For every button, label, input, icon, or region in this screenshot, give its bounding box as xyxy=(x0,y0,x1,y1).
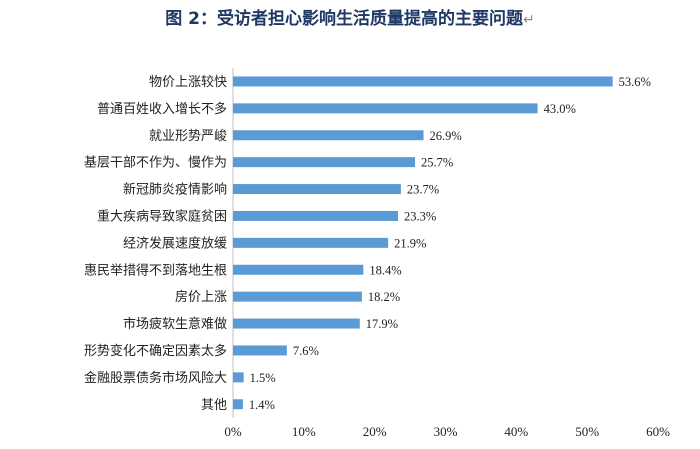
bar xyxy=(233,237,389,248)
data-label: 26.9% xyxy=(430,129,462,143)
x-tick-label: 30% xyxy=(434,424,458,439)
category-label: 经济发展速度放缓 xyxy=(123,235,227,251)
data-label: 53.6% xyxy=(619,75,651,89)
category-label: 重大疾病导致家庭贫困 xyxy=(97,208,227,224)
bar xyxy=(233,318,360,329)
data-label: 17.9% xyxy=(366,317,398,331)
category-label: 惠民举措得不到落地生根 xyxy=(84,262,227,278)
data-label: 18.4% xyxy=(369,263,401,277)
data-label: 1.4% xyxy=(249,398,275,412)
chart-title: 图 2：受访者担心影响生活质量提高的主要问题↵ xyxy=(0,4,700,29)
bar xyxy=(233,157,416,168)
bar xyxy=(233,210,399,221)
category-label: 物价上涨较快 xyxy=(149,75,227,90)
category-label: 金融股票债务市场风险大 xyxy=(84,370,227,386)
data-label: 43.0% xyxy=(544,102,576,116)
bar xyxy=(233,130,424,141)
category-label: 市场疲软生意难做 xyxy=(123,316,227,332)
x-tick-label: 20% xyxy=(363,424,387,439)
x-tick-label: 50% xyxy=(575,424,599,439)
bar xyxy=(233,399,243,410)
bar xyxy=(233,103,538,114)
bar xyxy=(233,76,613,87)
category-label: 基层干部不作为、慢作为 xyxy=(84,155,227,171)
bar xyxy=(233,264,364,275)
category-label: 就业形势严峻 xyxy=(149,128,227,144)
data-label: 23.7% xyxy=(407,183,439,197)
category-label: 普通百姓收入增长不多 xyxy=(97,101,227,117)
x-tick-label: 0% xyxy=(224,424,242,439)
category-label: 其他 xyxy=(201,398,227,413)
x-tick-label: 10% xyxy=(292,424,316,439)
data-label: 25.7% xyxy=(421,156,453,170)
data-label: 23.3% xyxy=(404,209,436,223)
bar xyxy=(233,372,244,383)
category-label: 形势变化不确定因素太多 xyxy=(84,343,227,359)
category-label: 新冠肺炎疫情影响 xyxy=(123,182,227,198)
bar xyxy=(233,184,401,195)
data-label: 7.6% xyxy=(293,344,319,358)
data-label: 21.9% xyxy=(394,236,426,250)
return-mark-icon: ↵ xyxy=(523,12,535,28)
bar xyxy=(233,291,362,302)
bar xyxy=(233,345,287,356)
data-label: 1.5% xyxy=(250,371,276,385)
category-label: 房价上涨 xyxy=(175,289,227,305)
x-tick-label: 60% xyxy=(646,424,670,439)
chart-title-text: 图 2：受访者担心影响生活质量提高的主要问题 xyxy=(165,9,523,29)
data-label: 18.2% xyxy=(368,290,400,304)
x-tick-label: 40% xyxy=(504,424,528,439)
